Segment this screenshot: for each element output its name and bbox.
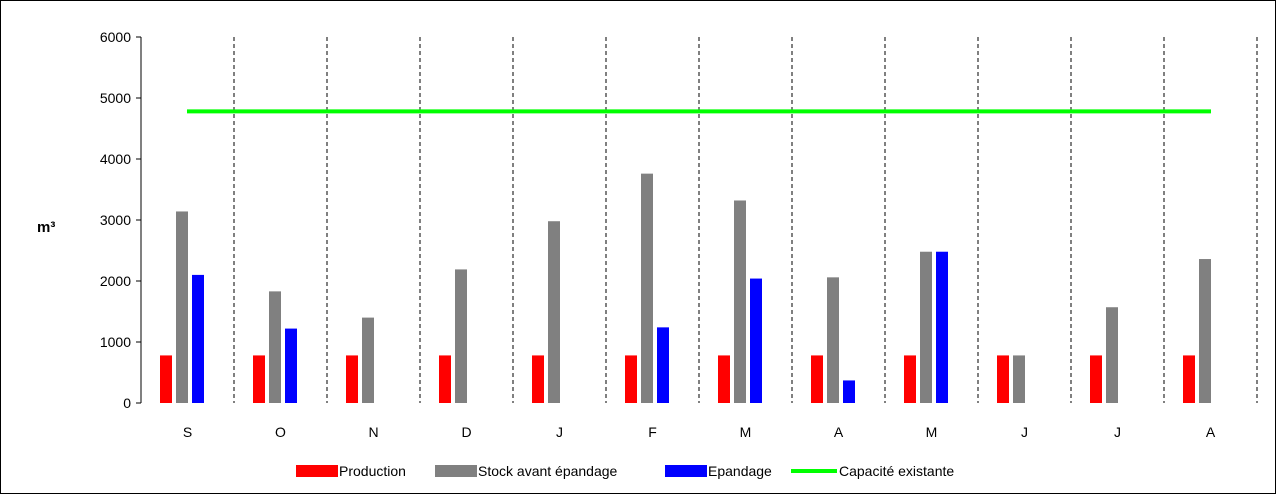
y-axis-label: m³ — [37, 219, 55, 236]
x-tick-label: J — [556, 424, 563, 440]
bar-stock-avant-pandage — [641, 173, 653, 403]
month-separators — [233, 37, 1258, 403]
bar-production — [346, 355, 358, 403]
bar-epandage — [936, 251, 948, 403]
x-tick-label: A — [834, 424, 844, 440]
x-tick-label: N — [368, 424, 378, 440]
x-tick-label: M — [740, 424, 752, 440]
legend-label: Stock avant épandage — [478, 463, 618, 479]
bar-stock-avant-pandage — [362, 317, 374, 403]
legend-swatch — [296, 465, 338, 477]
y-tick-label: 3000 — [100, 212, 131, 228]
bar-production — [997, 355, 1009, 403]
bar-stock-avant-pandage — [1106, 307, 1118, 403]
legend-swatch — [435, 465, 477, 477]
x-tick-label: F — [648, 424, 657, 440]
bar-production — [625, 355, 637, 403]
bar-stock-avant-pandage — [548, 221, 560, 403]
bar-stock-avant-pandage — [455, 269, 467, 403]
bar-production — [1183, 355, 1195, 403]
y-tick-label: 0 — [123, 395, 131, 411]
bar-stock-avant-pandage — [920, 251, 932, 403]
bar-epandage — [657, 327, 669, 403]
x-tick-label: A — [1206, 424, 1216, 440]
y-tick-label: 1000 — [100, 334, 131, 350]
bar-epandage — [285, 328, 297, 403]
y-tick-label: 2000 — [100, 273, 131, 289]
bar-stock-avant-pandage — [176, 211, 188, 403]
bar-production — [718, 355, 730, 403]
bar-epandage — [192, 274, 204, 403]
legend-label: Capacité existante — [839, 463, 954, 479]
bars — [160, 173, 1211, 403]
bar-stock-avant-pandage — [269, 291, 281, 403]
bar-epandage — [750, 278, 762, 403]
x-tick-label: O — [275, 424, 286, 440]
legend-label: Production — [339, 463, 406, 479]
bar-production — [904, 355, 916, 403]
legend-swatch — [665, 465, 707, 477]
bar-production — [532, 355, 544, 403]
y-tick-label: 5000 — [100, 90, 131, 106]
bar-production — [160, 355, 172, 403]
x-tick-label: D — [461, 424, 471, 440]
bar-production — [811, 355, 823, 403]
bar-epandage — [843, 380, 855, 403]
bar-stock-avant-pandage — [827, 277, 839, 403]
legend-label: Epandage — [708, 463, 772, 479]
y-tick-label: 6000 — [100, 29, 131, 45]
bar-stock-avant-pandage — [1199, 259, 1211, 403]
x-tick-label: J — [1114, 424, 1121, 440]
y-axis-ticks: 0 1000 2000 3000 4000 5000 6000 — [100, 29, 141, 411]
x-tick-label: J — [1021, 424, 1028, 440]
legend: Production Stock avant épandage Epandage Ca… — [296, 463, 954, 479]
bar-production — [439, 355, 451, 403]
x-tick-label: S — [183, 424, 192, 440]
bar-production — [1090, 355, 1102, 403]
bar-stock-avant-pandage — [734, 200, 746, 403]
bar-stock-avant-pandage — [1013, 355, 1025, 403]
y-tick-label: 4000 — [100, 151, 131, 167]
x-tick-label: M — [926, 424, 938, 440]
bar-production — [253, 355, 265, 403]
